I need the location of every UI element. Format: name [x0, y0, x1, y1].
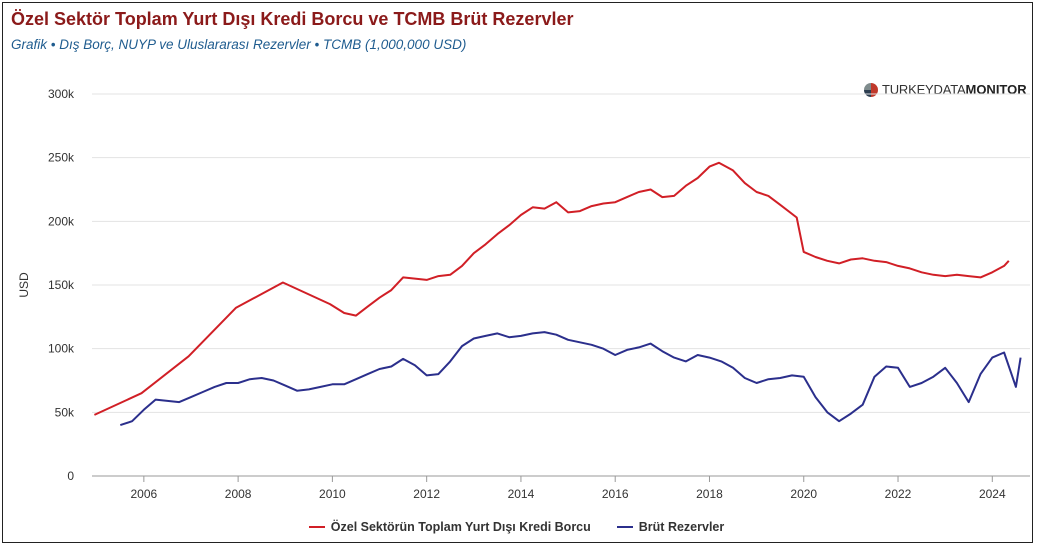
x-tick-label-7: 2020 [790, 487, 817, 501]
legend-label-debt: Özel Sektörün Toplam Yurt Dışı Kredi Bor… [330, 520, 591, 534]
x-tick-label-0: 2006 [130, 487, 157, 501]
plot-area [93, 161, 1022, 427]
y-axis-title: USD [17, 272, 31, 298]
y-tick-label-1: 50k [55, 405, 75, 419]
legend-swatch-debt [308, 526, 325, 528]
y-tick-label-0: 0 [67, 469, 74, 483]
series-line-reserves [119, 331, 1022, 427]
chart-title: Özel Sektör Toplam Yurt Dışı Kredi Borcu… [11, 9, 574, 29]
series-line-debt [93, 161, 1010, 416]
legend-label-reserves: Brüt Rezervler [638, 520, 725, 534]
x-tick-label-2: 2010 [319, 487, 346, 501]
legend-item-reserves[interactable]: Brüt Rezervler [616, 520, 725, 534]
y-tick-label-4: 200k [48, 214, 75, 228]
y-tick-label-5: 250k [48, 151, 75, 165]
x-tick-label-3: 2012 [413, 487, 440, 501]
brand-text-bold: MONITOR [965, 82, 1027, 97]
y-axis: 0 50k 100k 150k 200k 250k 300k USD [17, 87, 75, 483]
brand-watermark: TURKEYDATAMONITOR [864, 82, 1027, 97]
x-tick-label-6: 2018 [696, 487, 723, 501]
x-tick-label-8: 2022 [885, 487, 912, 501]
x-tick-label-9: 2024 [979, 487, 1006, 501]
x-axis: 2006 2008 2010 2012 2014 2016 2018 2020 2022 2024 [130, 476, 1006, 501]
chart-subtitle: Grafik • Dış Borç, NUYP ve Uluslararası … [11, 37, 467, 52]
legend-item-debt[interactable]: Özel Sektörün Toplam Yurt Dışı Kredi Bor… [308, 520, 591, 534]
y-tick-label-6: 300k [48, 87, 75, 101]
x-tick-label-1: 2008 [225, 487, 252, 501]
grid-lines [92, 93, 1030, 477]
x-tick-label-5: 2016 [602, 487, 629, 501]
y-tick-label-2: 100k [48, 342, 75, 356]
y-tick-label-3: 150k [48, 278, 75, 292]
brand-logo-icon [864, 82, 878, 97]
legend-swatch-reserves [616, 526, 633, 528]
legend: Özel Sektörün Toplam Yurt Dışı Kredi Bor… [0, 520, 1033, 534]
brand-text-light: TURKEYDATA [882, 82, 966, 97]
x-tick-label-4: 2014 [508, 487, 535, 501]
